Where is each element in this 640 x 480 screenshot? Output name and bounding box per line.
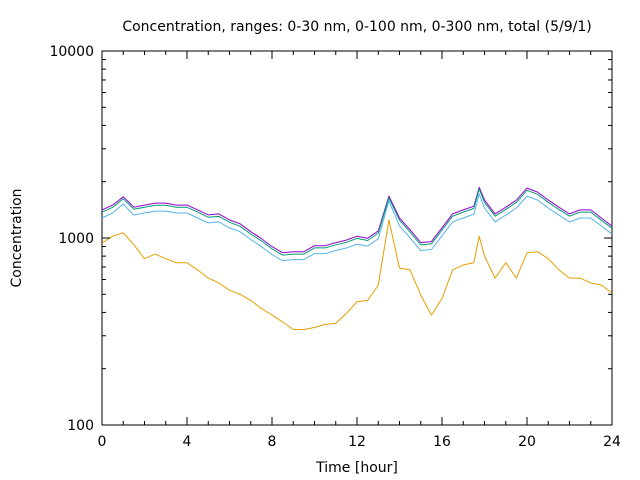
series-line-0-100-nm [101, 193, 613, 262]
x-axis-label: Time [hour] [315, 460, 398, 476]
y-tick-label: 100 [67, 418, 94, 434]
x-tick-label: 4 [183, 434, 192, 450]
x-axis: 0 4 8 12 16 20 24 [98, 51, 621, 450]
x-tick-label: 20 [518, 434, 536, 450]
x-tick-label: 12 [348, 434, 366, 450]
x-tick-label: 16 [433, 434, 451, 450]
series-layer [101, 186, 613, 330]
series-line-total [101, 186, 613, 254]
y-tick-label: 10000 [49, 44, 94, 60]
series-line-0-300-nm [101, 188, 613, 256]
chart-title: Concentration, ranges: 0-30 nm, 0-100 nm… [122, 19, 591, 35]
x-tick-label: 24 [603, 434, 621, 450]
x-tick-label: 8 [268, 434, 277, 450]
y-axis: 100 1000 10000 [49, 44, 612, 434]
series-line-0-30-nm [101, 219, 613, 330]
x-tick-label: 0 [98, 434, 107, 450]
y-axis-label: Concentration [9, 188, 25, 287]
y-tick-label: 1000 [58, 231, 94, 247]
